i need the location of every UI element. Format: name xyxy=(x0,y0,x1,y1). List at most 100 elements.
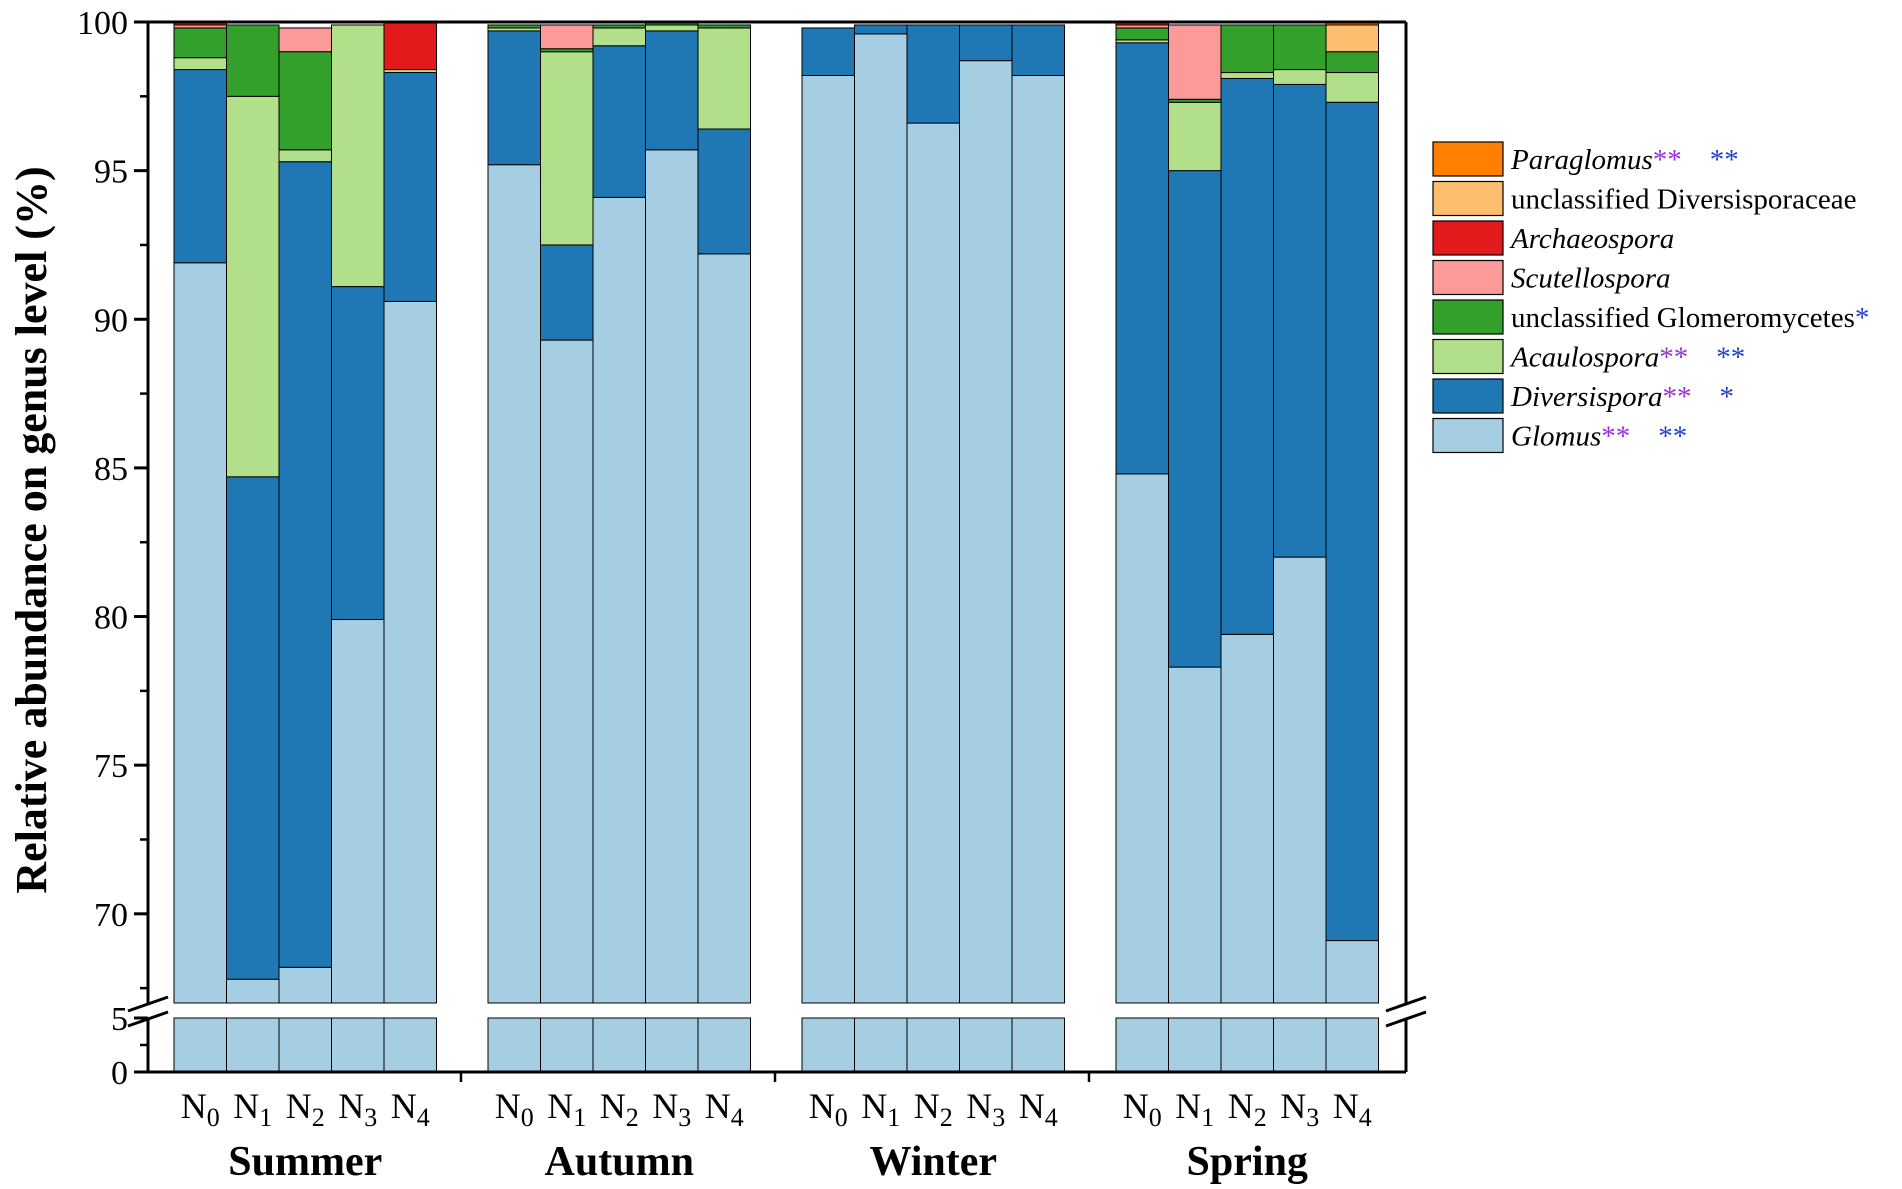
x-tick-subscript: 1 xyxy=(573,1103,586,1132)
x-tick-letter: N xyxy=(547,1086,573,1126)
bar-segment-diversispora xyxy=(487,30,541,166)
x-tick-label: N1 xyxy=(1175,1086,1214,1132)
bar-segment-glomus-lower xyxy=(801,1017,855,1073)
bars-layer xyxy=(173,21,1379,1073)
x-tick-letter: N xyxy=(1123,1086,1149,1126)
x-tick-letter: N xyxy=(705,1086,731,1126)
legend-mark-blue: * xyxy=(1855,302,1870,334)
bar-segment-glomus-lower xyxy=(592,1017,646,1073)
bar-segment-glomus-lower xyxy=(854,1017,908,1073)
bar-segment-scutellospora xyxy=(278,27,332,53)
break-mark xyxy=(127,995,169,1013)
y-tick-label: 85 xyxy=(94,451,128,488)
bar-segment-acaulospora xyxy=(592,27,646,47)
x-tick-letter: N xyxy=(914,1086,940,1126)
bar-segment-unclassified-glomeromycetes xyxy=(278,51,332,151)
bar-segment-unclassified-glomeromycetes xyxy=(1115,27,1169,41)
legend-swatch xyxy=(1432,299,1504,335)
bar-segment-glomus xyxy=(383,300,437,1004)
x-tick-letter: N xyxy=(233,1086,259,1126)
bar-segment-glomus-lower xyxy=(331,1017,385,1073)
bar-segment-acaulospora xyxy=(1220,72,1274,79)
x-tick-subscript: 0 xyxy=(835,1103,848,1132)
legend-series-name: Diversispora xyxy=(1510,381,1662,413)
legend-swatch xyxy=(1432,378,1504,414)
bar-segment-glomus-lower xyxy=(1273,1017,1327,1073)
bar-segment-glomus-lower xyxy=(278,1017,332,1073)
x-tick-letter: N xyxy=(1280,1086,1306,1126)
bar-segment-acaulospora xyxy=(1273,69,1327,85)
x-tick-label: N0 xyxy=(809,1086,848,1132)
bar-segment-diversispora xyxy=(697,128,751,255)
bar-segment-diversispora xyxy=(540,244,594,341)
x-tick-label: N0 xyxy=(1123,1086,1162,1132)
bar-segment-glomus xyxy=(697,253,751,1004)
x-tick-subscript: 2 xyxy=(312,1103,325,1132)
x-tick-subscript: 0 xyxy=(521,1103,534,1132)
x-tick-subscript: 0 xyxy=(1149,1103,1162,1132)
bar-segment-glomus xyxy=(278,966,332,1004)
x-tick-label: N2 xyxy=(1228,1086,1267,1132)
bar-segment-scutellospora xyxy=(1168,24,1222,100)
bar-segment-acaulospora xyxy=(278,149,332,163)
legend-mark-blue: ** xyxy=(1710,144,1739,176)
x-tick-subscript: 3 xyxy=(992,1103,1005,1132)
bar-segment-glomus xyxy=(906,122,960,1004)
x-tick-letter: N xyxy=(966,1086,992,1126)
x-tick-subscript: 4 xyxy=(1359,1103,1372,1132)
bar-segment-scutellospora xyxy=(540,24,594,50)
bar-segment-acaulospora xyxy=(697,27,751,130)
legend: Paraglomus** **unclassified Diversisporac… xyxy=(1432,141,1870,454)
bar-segment-diversispora xyxy=(959,24,1013,62)
x-tick-subscript: 3 xyxy=(678,1103,691,1132)
y-tick-label: 100 xyxy=(77,5,128,42)
bar-segment-glomus-lower xyxy=(906,1017,960,1073)
bar-segment-diversispora xyxy=(173,69,227,264)
bar-segment-diversispora xyxy=(383,72,437,302)
bar-segment-glomus-lower xyxy=(697,1017,751,1073)
bar-segment-diversispora xyxy=(1273,83,1327,558)
season-label: Summer xyxy=(228,1139,382,1185)
x-tick-subscript: 2 xyxy=(1254,1103,1267,1132)
x-tick-label: N1 xyxy=(861,1086,900,1132)
x-tick-label: N4 xyxy=(391,1086,430,1132)
x-tick-subscript: 4 xyxy=(1045,1103,1058,1132)
bar-segment-unclassified-glomeromycetes xyxy=(226,24,280,97)
legend-series-name: unclassified Glomeromycetes xyxy=(1511,302,1855,334)
bar-segment-glomus xyxy=(1325,940,1379,1004)
bar-segment-diversispora xyxy=(592,45,646,198)
x-tick-letter: N xyxy=(286,1086,312,1126)
bar-segment-diversispora xyxy=(331,286,385,621)
legend-swatch xyxy=(1432,338,1504,375)
x-tick-subscript: 2 xyxy=(940,1103,953,1132)
bar-segment-unclassified-glomeromycetes xyxy=(487,24,541,29)
x-tick-label: N4 xyxy=(1333,1086,1372,1132)
legend-swatch xyxy=(1432,417,1504,454)
bar-segment-diversispora xyxy=(1115,42,1169,475)
x-tick-label: N0 xyxy=(181,1086,220,1132)
bar-segment-glomus-lower xyxy=(1115,1017,1169,1073)
bar-segment-diversispora xyxy=(645,30,699,151)
bar-segment-archaeospora xyxy=(383,21,437,71)
bar-segment-acaulospora xyxy=(1325,72,1379,103)
y-tick-label: 95 xyxy=(94,154,128,191)
bar-segment-diversispora xyxy=(1220,77,1274,635)
bar-segment-diversispora xyxy=(906,24,960,124)
bar-segment-glomus-lower xyxy=(1220,1017,1274,1073)
x-tick-label: N2 xyxy=(914,1086,953,1132)
bar-segment-unclassified-diversisporaceae xyxy=(1325,24,1379,53)
x-tick-subscript: 3 xyxy=(1306,1103,1319,1132)
x-tick-letter: N xyxy=(391,1086,417,1126)
bar-segment-glomus-lower xyxy=(1325,1017,1379,1073)
legend-label: unclassified Diversisporaceae xyxy=(1511,184,1856,216)
x-tick-subscript: 4 xyxy=(731,1103,744,1132)
legend-series-name: Acaulospora xyxy=(1509,342,1659,374)
legend-swatch xyxy=(1432,259,1504,296)
season-label: Autumn xyxy=(545,1139,694,1185)
x-tick-label: N4 xyxy=(705,1086,744,1132)
x-tick-subscript: 2 xyxy=(626,1103,639,1132)
bar-segment-glomus xyxy=(1273,556,1327,1004)
x-tick-letter: N xyxy=(495,1086,521,1126)
